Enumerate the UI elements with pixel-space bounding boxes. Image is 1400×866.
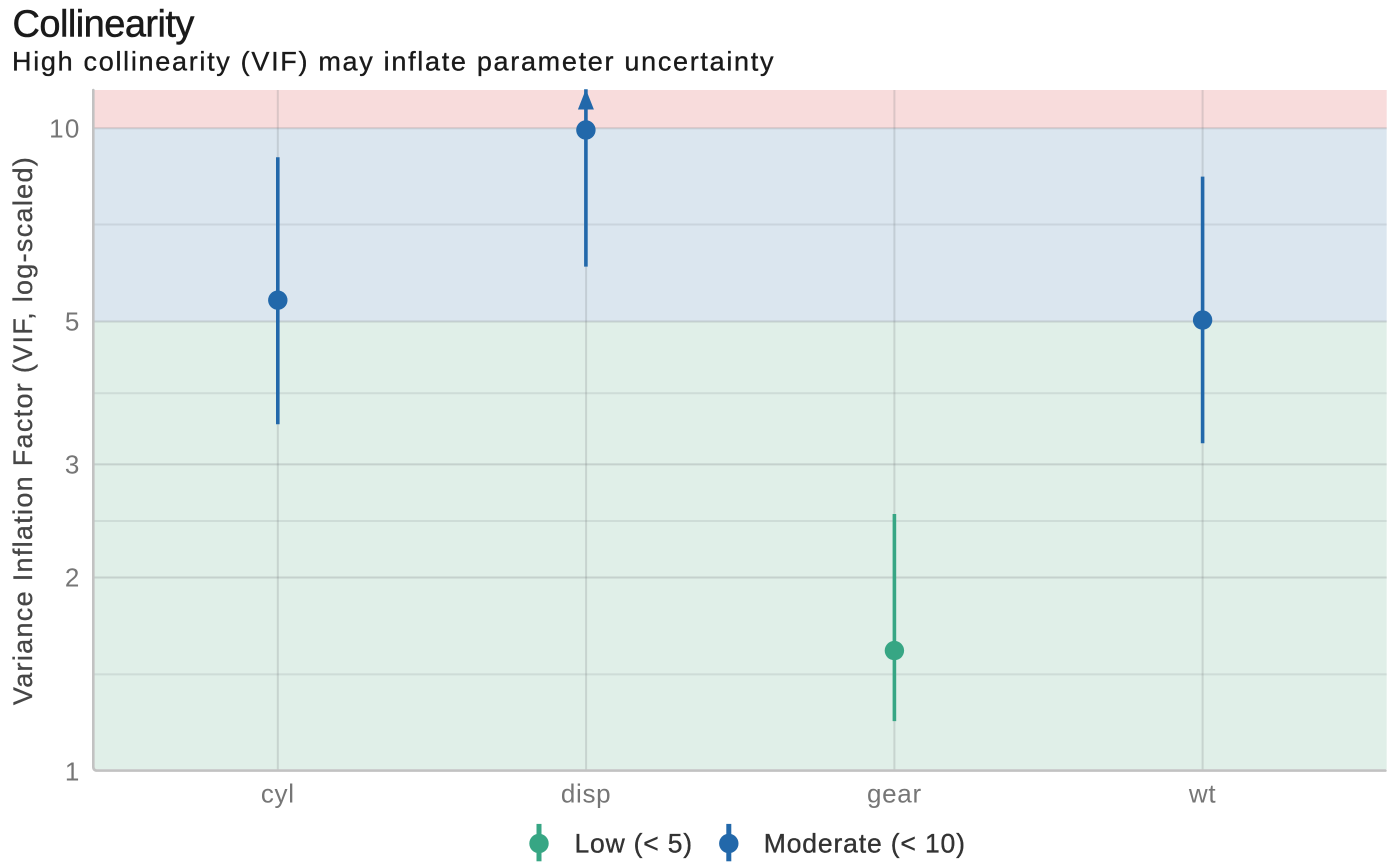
svg-text:Low (< 5): Low (< 5): [575, 828, 693, 858]
svg-text:2: 2: [65, 563, 81, 593]
svg-text:gear: gear: [867, 779, 922, 809]
svg-text:Variance Inflation Factor (VIF: Variance Inflation Factor (VIF, log-scal…: [8, 156, 38, 705]
svg-text:Collinearity: Collinearity: [13, 3, 195, 45]
svg-text:cyl: cyl: [261, 779, 295, 809]
svg-text:disp: disp: [561, 779, 612, 809]
svg-text:High collinearity (VIF) may in: High collinearity (VIF) may inflate para…: [12, 46, 775, 76]
svg-text:wt: wt: [1188, 779, 1216, 809]
svg-text:3: 3: [65, 450, 81, 480]
svg-text:10: 10: [49, 114, 80, 144]
svg-text:Moderate (< 10): Moderate (< 10): [764, 828, 966, 858]
svg-text:5: 5: [65, 307, 81, 337]
svg-text:1: 1: [65, 756, 81, 786]
